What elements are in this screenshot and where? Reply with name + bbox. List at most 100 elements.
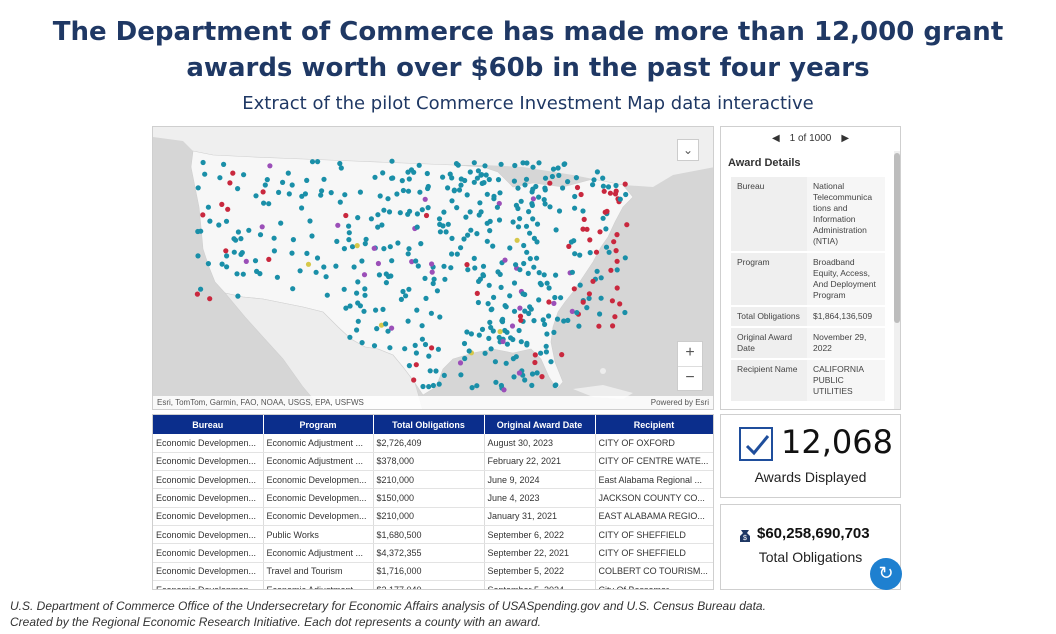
award-dot[interactable] xyxy=(518,317,524,323)
award-dot[interactable] xyxy=(219,261,225,267)
award-dot[interactable] xyxy=(418,241,424,247)
award-dot[interactable] xyxy=(361,308,367,314)
award-dot[interactable] xyxy=(383,321,389,327)
award-dot[interactable] xyxy=(580,226,586,232)
award-dot[interactable] xyxy=(487,228,493,234)
award-dot[interactable] xyxy=(198,286,204,292)
investment-map[interactable]: ⌄ + − Esri, TomTom, Garmin, FAO, NOAA, U… xyxy=(152,126,714,410)
award-dot[interactable] xyxy=(483,172,489,178)
award-dot[interactable] xyxy=(529,371,536,377)
award-dot[interactable] xyxy=(257,232,264,238)
award-dot[interactable] xyxy=(254,268,260,274)
award-dot[interactable] xyxy=(383,280,389,286)
award-dot[interactable] xyxy=(426,353,432,359)
award-dot[interactable] xyxy=(542,321,548,327)
award-dot[interactable] xyxy=(513,202,519,208)
award-dot[interactable] xyxy=(487,218,493,224)
award-dot[interactable] xyxy=(221,161,227,167)
award-dot[interactable] xyxy=(568,239,574,245)
award-dot[interactable] xyxy=(617,196,623,202)
award-dot[interactable] xyxy=(481,180,487,186)
award-dot[interactable] xyxy=(497,190,503,196)
award-dot[interactable] xyxy=(302,191,308,197)
award-dot[interactable] xyxy=(536,194,542,200)
award-dot[interactable] xyxy=(449,235,455,241)
details-scrollbar[interactable] xyxy=(894,151,900,409)
award-dot[interactable] xyxy=(554,316,561,322)
award-dot[interactable] xyxy=(492,359,498,365)
award-dot[interactable] xyxy=(337,199,343,205)
award-dot[interactable] xyxy=(546,313,552,319)
award-dot[interactable] xyxy=(375,212,381,218)
award-dot[interactable] xyxy=(600,175,606,181)
column-header[interactable]: Recipient xyxy=(595,415,713,434)
award-dot[interactable] xyxy=(376,272,382,278)
award-dot[interactable] xyxy=(617,301,623,307)
award-dot[interactable] xyxy=(572,251,578,257)
award-dot[interactable] xyxy=(524,160,530,166)
award-dot[interactable] xyxy=(484,191,490,197)
award-dot[interactable] xyxy=(194,291,200,297)
award-dot[interactable] xyxy=(354,243,360,249)
award-dot[interactable] xyxy=(539,374,545,380)
award-dot[interactable] xyxy=(524,249,530,255)
award-dot[interactable] xyxy=(603,226,609,232)
award-dot[interactable] xyxy=(328,190,334,196)
award-dot[interactable] xyxy=(207,218,213,224)
award-dot[interactable] xyxy=(276,189,282,195)
award-dot[interactable] xyxy=(465,232,471,238)
award-dot[interactable] xyxy=(471,179,477,185)
award-dot[interactable] xyxy=(603,244,610,250)
award-dot[interactable] xyxy=(559,352,565,358)
award-dot[interactable] xyxy=(309,159,316,165)
award-dot[interactable] xyxy=(416,162,422,168)
award-dot[interactable] xyxy=(355,300,361,306)
award-dot[interactable] xyxy=(609,298,615,304)
award-dot[interactable] xyxy=(614,258,620,264)
award-dot[interactable] xyxy=(532,352,538,358)
award-dot[interactable] xyxy=(224,264,230,270)
award-dot[interactable] xyxy=(572,205,578,211)
award-dot[interactable] xyxy=(319,188,325,194)
award-dot[interactable] xyxy=(289,250,295,256)
award-dot[interactable] xyxy=(541,197,547,203)
award-dot[interactable] xyxy=(442,276,448,282)
award-dot[interactable] xyxy=(456,187,463,193)
award-dot[interactable] xyxy=(290,286,296,292)
award-dot[interactable] xyxy=(202,171,208,177)
award-dot[interactable] xyxy=(461,340,468,347)
award-dot[interactable] xyxy=(234,271,240,277)
award-dot[interactable] xyxy=(517,305,523,311)
award-dot[interactable] xyxy=(464,262,470,268)
award-dot[interactable] xyxy=(274,274,280,280)
award-dot[interactable] xyxy=(447,171,453,177)
award-dot[interactable] xyxy=(474,175,480,181)
award-dot[interactable] xyxy=(614,285,620,291)
award-dot[interactable] xyxy=(464,192,470,198)
award-dot[interactable] xyxy=(476,212,482,218)
award-dot[interactable] xyxy=(235,293,241,299)
award-dot[interactable] xyxy=(544,331,550,337)
award-dot[interactable] xyxy=(543,343,549,349)
award-dot[interactable] xyxy=(240,271,246,277)
award-dot[interactable] xyxy=(553,382,559,388)
award-dot[interactable] xyxy=(428,310,434,316)
award-dot[interactable] xyxy=(368,216,374,222)
next-arrow-icon[interactable]: ▶ xyxy=(841,133,850,144)
award-dot[interactable] xyxy=(598,295,604,301)
award-dot[interactable] xyxy=(591,177,597,183)
award-dot[interactable] xyxy=(413,362,419,368)
scrollbar-thumb[interactable] xyxy=(894,153,900,323)
award-dot[interactable] xyxy=(553,227,559,233)
award-dot[interactable] xyxy=(445,185,451,191)
award-dot[interactable] xyxy=(324,292,330,298)
award-dot[interactable] xyxy=(286,191,292,197)
award-dot[interactable] xyxy=(405,251,411,257)
award-dot[interactable] xyxy=(540,317,546,323)
award-dot[interactable] xyxy=(413,350,419,356)
award-dot[interactable] xyxy=(252,258,259,264)
award-dot[interactable] xyxy=(509,323,516,329)
award-dot[interactable] xyxy=(346,223,352,229)
award-dot[interactable] xyxy=(607,190,613,196)
award-dot[interactable] xyxy=(343,212,349,219)
